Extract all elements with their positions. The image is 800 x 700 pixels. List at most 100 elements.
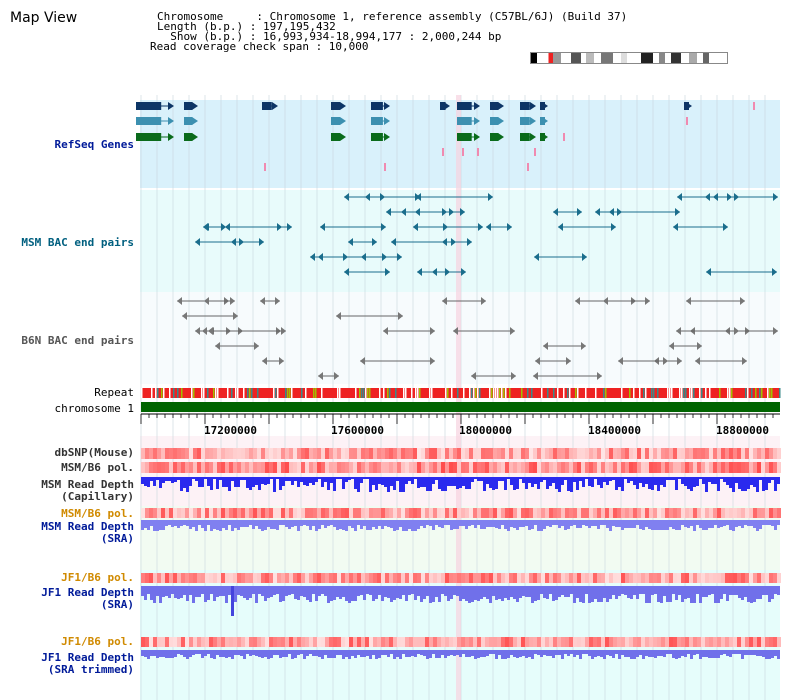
heat-cell <box>233 508 237 518</box>
depth-bar <box>321 520 324 525</box>
b6n-bac-pairs[interactable] <box>177 297 778 380</box>
depth-bar <box>720 586 723 599</box>
bac-end <box>773 193 778 201</box>
depth-bar <box>435 586 438 597</box>
repeat-segment <box>493 388 495 398</box>
heat-cell <box>509 573 513 583</box>
heat-cell <box>265 448 269 459</box>
depth-bar <box>339 520 342 529</box>
depth-bar <box>618 650 621 659</box>
heat-cell <box>737 637 741 647</box>
heat-cell <box>605 448 609 459</box>
depth-bar <box>588 477 591 486</box>
b6n-end <box>430 357 435 365</box>
depth-bar <box>465 650 468 657</box>
heat-cell <box>153 637 157 647</box>
repeat-segment <box>191 388 193 398</box>
heat-cell <box>437 448 441 459</box>
heat-cell <box>257 637 261 647</box>
depth-bar <box>555 520 558 525</box>
label-refseq-genes[interactable]: RefSeq Genes <box>54 138 134 151</box>
ruler-label-2: 17600000 <box>331 424 384 437</box>
repeat-segment <box>473 388 475 398</box>
gene-arrow <box>340 133 346 141</box>
heat-cell <box>657 462 661 473</box>
depth-bar <box>585 520 588 526</box>
heat-cell <box>769 462 773 473</box>
depth-bar <box>216 477 219 489</box>
heat-cell <box>469 448 473 459</box>
label-jf1-depth-trim-1[interactable]: JF1 Read Depth <box>41 651 134 664</box>
heat-cell <box>593 462 597 473</box>
heat-cell <box>621 508 625 518</box>
label-msm-bac[interactable]: MSM BAC end pairs <box>21 236 134 249</box>
bac-end <box>451 238 456 246</box>
refseq-genes[interactable] <box>136 102 755 171</box>
depth-bar <box>579 650 582 659</box>
heat-cell <box>245 508 249 518</box>
chromosome-ideogram[interactable] <box>530 52 728 64</box>
heat-cell <box>449 462 453 473</box>
depth-bar <box>234 477 237 487</box>
heat-cell <box>365 573 369 583</box>
depth-bar <box>207 586 210 600</box>
label-dbsnp[interactable]: dbSNP(Mouse) <box>54 446 134 459</box>
heat-cell <box>277 637 281 647</box>
depth-bar <box>270 520 273 529</box>
depth-bar <box>399 586 402 599</box>
repeat-track <box>141 388 781 398</box>
repeat-segment <box>429 388 431 398</box>
depth-bar <box>318 520 321 529</box>
depth-bar <box>504 520 507 529</box>
repeat-segment <box>691 388 693 398</box>
depth-bar <box>246 586 249 600</box>
gene-exon <box>184 102 193 110</box>
label-jf1-depth-sra-2: (SRA) <box>100 598 134 611</box>
heat-cell <box>477 637 481 647</box>
depth-bar <box>738 650 741 654</box>
label-jf1-pol[interactable]: JF1/B6 pol. <box>61 571 134 584</box>
heat-cell <box>233 637 237 647</box>
depth-bar <box>501 650 504 659</box>
heat-cell <box>681 448 685 459</box>
heat-cell <box>321 462 325 473</box>
label-msm-depth-cap-1[interactable]: MSM Read Depth <box>41 478 134 491</box>
heat-cell <box>385 573 389 583</box>
label-jf1-pol-2[interactable]: JF1/B6 pol. <box>61 635 134 648</box>
msm-bac-pairs[interactable] <box>195 193 778 276</box>
label-msm-b6-pol[interactable]: MSM/B6 pol. <box>61 461 134 474</box>
repeat-segment <box>699 388 701 398</box>
repeat-segment <box>157 388 159 398</box>
label-msm-depth-sra-1[interactable]: MSM Read Depth <box>41 520 134 533</box>
heat-cell <box>269 448 273 459</box>
heat-cell <box>657 573 661 583</box>
label-jf1-depth-sra-1[interactable]: JF1 Read Depth <box>41 586 134 599</box>
depth-bar <box>153 520 156 531</box>
heat-cell <box>345 508 349 518</box>
heat-cell <box>753 448 757 459</box>
depth-bar <box>180 520 183 526</box>
depth-bar <box>252 586 255 594</box>
label-msm-b6-pol-2[interactable]: MSM/B6 pol. <box>61 507 134 520</box>
label-b6n-bac[interactable]: B6N BAC end pairs <box>21 334 134 347</box>
depth-bar <box>492 520 495 527</box>
heat-cell <box>545 573 549 583</box>
heat-cell <box>545 508 549 518</box>
depth-bar <box>747 650 750 655</box>
heat-cell <box>469 637 473 647</box>
heat-cell <box>309 573 313 583</box>
depth-bar <box>222 520 225 528</box>
depth-bar <box>591 650 594 659</box>
heat-cell <box>341 448 345 459</box>
depth-bar <box>636 650 639 657</box>
depth-bar <box>303 586 306 597</box>
depth-bar <box>255 650 258 656</box>
depth-bar <box>651 520 654 530</box>
depth-bar <box>420 586 423 602</box>
heat-cell <box>189 573 193 583</box>
heat-cell <box>277 573 281 583</box>
depth-bar <box>675 650 678 659</box>
depth-bar <box>195 650 198 654</box>
depth-bar <box>270 586 273 597</box>
